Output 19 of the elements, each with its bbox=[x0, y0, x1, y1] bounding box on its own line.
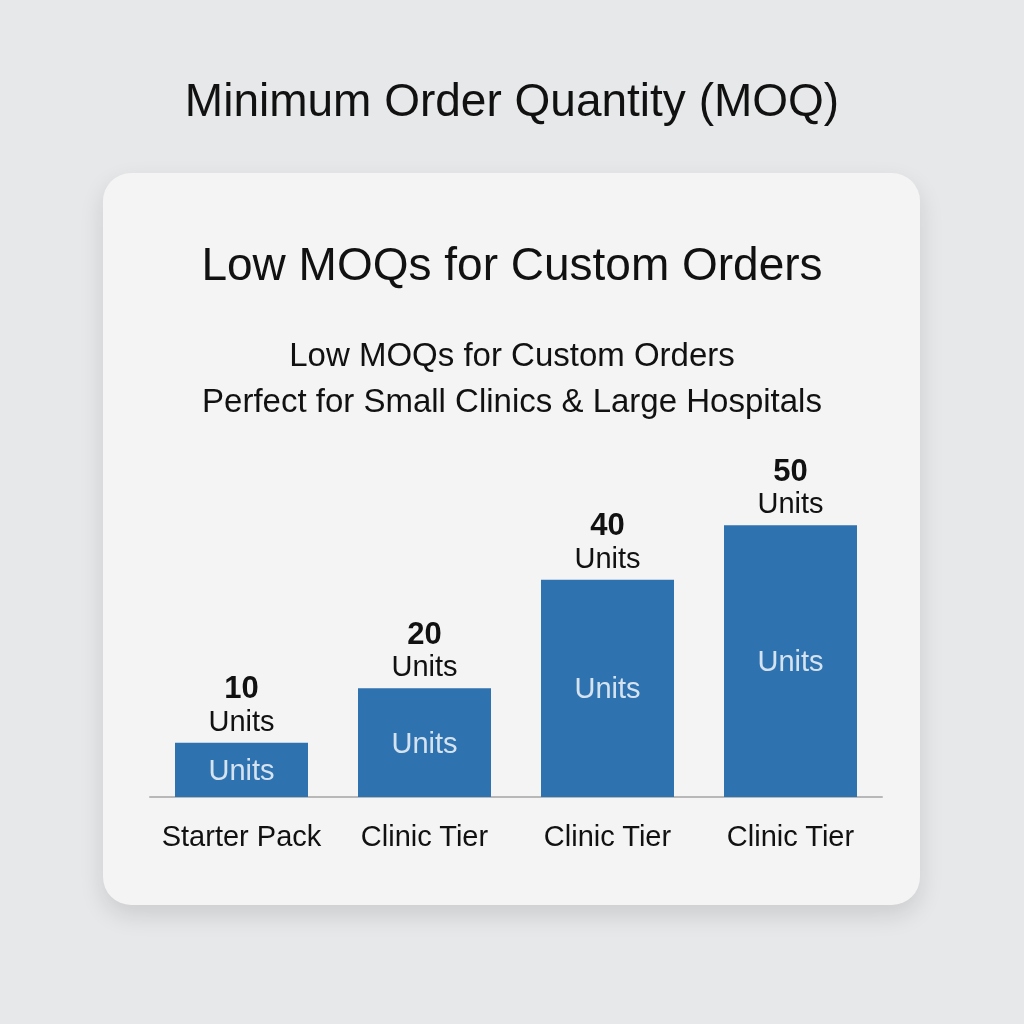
annotation: Units bbox=[574, 672, 641, 705]
data-label: 20 Units bbox=[391, 615, 458, 683]
bar bbox=[358, 688, 491, 797]
annotation: Units bbox=[391, 726, 458, 759]
data-label: 10 Units bbox=[208, 670, 275, 737]
x-tick-label: Clinic Tier bbox=[360, 819, 489, 852]
chart-title: Minimum Order Quantity (MOQ) bbox=[184, 74, 840, 126]
data-label: 40 Units bbox=[574, 507, 641, 574]
x-tick-label: Starter Pack bbox=[161, 819, 322, 852]
data-label: 50 Units bbox=[757, 452, 824, 520]
bar bbox=[724, 525, 857, 797]
bar bbox=[175, 742, 308, 797]
chart-subtitle: Low MOQs for Custom Orders bbox=[201, 238, 823, 290]
annotation: Units bbox=[208, 753, 275, 786]
annotation: Units bbox=[757, 645, 824, 678]
text: Low MOQs for Custom Orders Perfect for Small Clinics & Large Hospitals bbox=[202, 335, 822, 419]
x-tick-label: Clinic Tier bbox=[726, 819, 855, 852]
x-tick-label: Clinic Tier bbox=[543, 819, 672, 852]
bar bbox=[541, 579, 674, 797]
